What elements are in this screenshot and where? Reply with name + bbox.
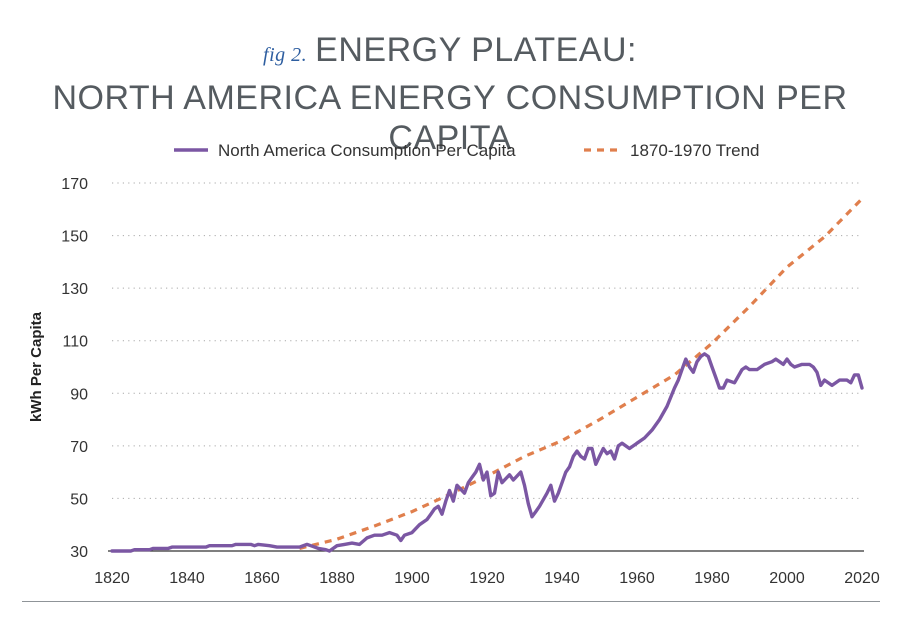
legend-label-consumption: North America Consumption Per Capita — [218, 141, 516, 160]
title-text-line-1: ENERGY PLATEAU: — [315, 31, 637, 69]
y-tick-label: 170 — [61, 176, 88, 193]
y-axis-label: kWh Per Capita — [28, 311, 45, 422]
y-tick-labels: 30 50 70 90 110 130 150 170 — [61, 176, 88, 561]
x-tick-label: 1860 — [244, 570, 280, 587]
y-tick-label: 30 — [70, 544, 88, 561]
gridlines — [112, 182, 862, 499]
y-tick-label: 90 — [70, 386, 88, 403]
legend: North America Consumption Per Capita 187… — [174, 141, 760, 160]
y-tick-label: 70 — [70, 439, 88, 456]
x-tick-label: 1960 — [619, 570, 655, 587]
x-tick-label: 2020 — [844, 570, 880, 587]
x-tick-label: 1920 — [469, 570, 505, 587]
bottom-divider — [22, 601, 880, 602]
chart-title-line-1: fig 2. ENERGY PLATEAU: — [0, 30, 900, 75]
x-tick-label: 1980 — [694, 570, 730, 587]
x-tick-labels: 1820 1840 1860 1880 1900 1920 1940 1960 1980 2000… — [94, 570, 880, 587]
y-tick-label: 150 — [61, 229, 88, 246]
x-tick-label: 1900 — [394, 570, 430, 587]
x-tick-label: 1880 — [319, 570, 355, 587]
y-tick-label: 50 — [70, 491, 88, 508]
chart-title-line-2: NORTH AMERICA ENERGY CONSUMPTION PER CAP… — [52, 79, 848, 157]
y-tick-label: 110 — [62, 334, 88, 351]
x-tick-label: 1840 — [169, 570, 205, 587]
x-tick-label: 1940 — [544, 570, 580, 587]
x-tick-label: 2000 — [769, 570, 805, 587]
figure-label: fig 2. — [263, 44, 308, 66]
series-line-trend — [299, 197, 864, 550]
x-tick-label: 1820 — [94, 570, 130, 587]
y-tick-label: 130 — [61, 281, 88, 298]
legend-label-trend: 1870-1970 Trend — [630, 141, 760, 160]
series-line-consumption — [110, 352, 864, 553]
